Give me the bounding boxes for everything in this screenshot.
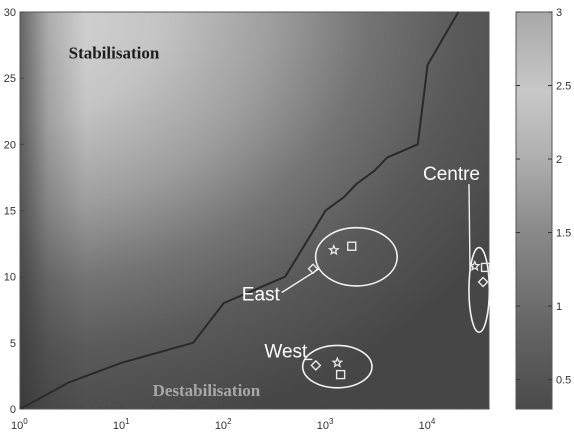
group-label: East [242,284,281,305]
y-tick-label: 25 [4,73,16,85]
x-tick-exponent: 3 [329,417,334,426]
group-label: West [264,341,308,362]
x-tick-base: 10 [215,420,227,432]
colorbar-tick-label: 1 [556,301,562,313]
y-tick-label: 0 [10,404,16,416]
diamond-marker [307,263,319,275]
group-ellipse [301,344,373,389]
colorbar [515,11,553,410]
y-tick-label: 5 [10,338,16,350]
x-tick-base: 10 [11,420,23,432]
region-label: Stabilisation [69,43,160,62]
x-tick-label: 101 [113,417,130,432]
x-tick-exponent: 4 [431,417,436,426]
boundary-curve [20,12,460,409]
x-tick-label: 103 [317,417,334,432]
x-tick-base: 10 [317,420,329,432]
diamond-marker [477,276,489,288]
y-tick-label: 10 [4,272,16,284]
x-tick-exponent: 2 [227,417,232,426]
square-marker [335,369,346,380]
square-marker [480,262,491,273]
x-tick-label: 100 [11,417,28,432]
plot-marks [20,12,460,409]
square-marker [347,241,357,251]
group-label: Centre [423,164,480,185]
x-tick-base: 10 [419,420,431,432]
group-leader-line [468,184,471,271]
x-tick-exponent: 1 [125,417,130,426]
colorbar-tick-label: 2 [556,154,562,166]
diamond-marker [310,359,322,371]
x-tick-label: 104 [419,417,436,432]
colorbar-ticks: 0.5 1 1.5 2 2.5 3 [516,7,571,387]
star-marker [331,356,344,368]
colorbar-tick-label: 3 [556,7,562,19]
star-marker [327,243,340,256]
x-tick-label: 102 [215,417,232,432]
group-ellipse [314,226,398,287]
x-tick-base: 10 [113,420,125,432]
colorbar-tick-label: 0.5 [556,375,571,387]
y-tick-label: 15 [4,206,16,218]
plot-overlay: Stabilisation Destabilisation East West Cent… [69,43,491,400]
y-tick-label: 20 [4,139,16,151]
y-tick-label: 30 [4,7,16,19]
plot-left-shading [20,12,489,409]
x-tick-exponent: 0 [23,417,28,426]
region-label: Destabilisation [153,381,261,400]
colorbar-tick-label: 2.5 [556,81,571,93]
colorbar-tick-label: 1.5 [556,228,571,240]
group-ellipse [468,246,491,334]
star-marker [468,259,481,272]
